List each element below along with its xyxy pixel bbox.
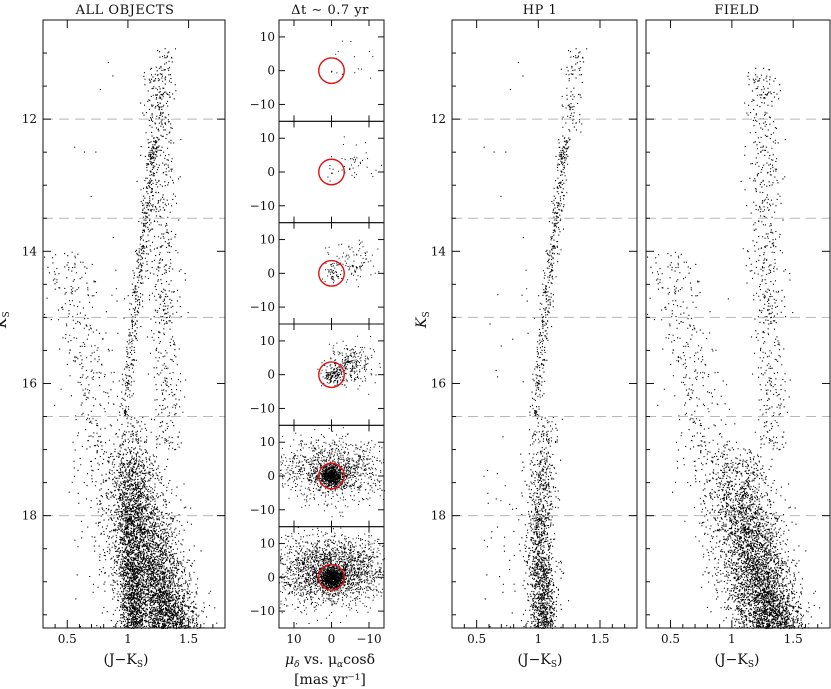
ytick-label-hp1-3: 18: [431, 509, 446, 523]
pm-ytick-label-5-2: 10: [260, 537, 275, 551]
pm-ytick-label-2-2: 10: [260, 233, 275, 247]
xlabel-all-objects: (J−KS): [104, 652, 149, 670]
pm-ytick-label-3-2: 10: [260, 334, 275, 348]
xtick-label-hp1-0: 0.5: [467, 632, 486, 646]
xlabel-open-hp1: (J−K: [518, 652, 552, 668]
pm-points-5: [279, 527, 385, 625]
ylabel-hp1: KS: [414, 311, 432, 329]
xtick-label-all-objects-1: 1: [124, 632, 132, 646]
pm-xtick-label-0: 10: [286, 632, 301, 646]
pm-ytick-label-1-0: −10: [250, 199, 275, 213]
pm-ytick-label-3-1: 0: [267, 368, 275, 382]
ytick-label-all-objects-0: 12: [22, 112, 37, 126]
ytick-label-all-objects-3: 18: [22, 509, 37, 523]
pm-selection-circle-5: [318, 563, 345, 591]
pm-xtick-label-1: 0: [328, 632, 336, 646]
xlabel-pm-mu1: μ: [285, 652, 294, 668]
xtick-label-field-1: 1: [728, 632, 736, 646]
pm-frame-2: [278, 222, 385, 325]
pm-selection-circle-0: [318, 57, 345, 85]
title-all-objects: ALL OBJECTS: [75, 3, 175, 18]
pm-selection-circle-4: [318, 462, 345, 490]
xlabel-close-field: ): [754, 652, 759, 668]
pm-selection-circle-1: [318, 158, 345, 186]
frame-all-objects: [42, 19, 226, 629]
xtick-label-hp1-1: 1: [535, 632, 543, 646]
xlabel-open: (J−K: [104, 652, 138, 668]
axes-layer: 0.5 1 1.5 12 14 16 18 0.5 1 1.5 12 14 16 18 0.5 1 1.5 −10…: [22, 19, 831, 646]
data-points-layer: [44, 40, 823, 630]
xlabel-hp1: (J−KS): [518, 652, 563, 670]
xlabel-sub-hp1: S: [551, 660, 557, 670]
pm-selection-circle-3: [318, 361, 345, 389]
ytick-label-hp1-2: 16: [431, 376, 446, 390]
xtick-label-all-objects-2: 1.5: [179, 632, 198, 646]
xlabel-close-hp1: ): [557, 652, 562, 668]
xtick-label-field-2: 1.5: [784, 632, 803, 646]
title-proper-motion: Δt ∼ 0.7 yr: [291, 3, 369, 18]
pm-frame-0: [278, 19, 385, 122]
ytick-label-all-objects-2: 16: [22, 376, 37, 390]
pm-frame-3: [278, 323, 385, 426]
pm-ytick-label-0-1: 0: [267, 64, 275, 78]
pm-ytick-label-0-0: −10: [250, 97, 275, 111]
pm-ytick-label-0-2: 10: [260, 30, 275, 44]
pm-ytick-label-4-0: −10: [250, 503, 275, 517]
pm-ytick-label-1-2: 10: [260, 131, 275, 145]
ytick-label-hp1-1: 14: [431, 244, 447, 258]
star-points-hp1: [483, 48, 588, 630]
frame-hp1: [451, 19, 638, 629]
ylabel-main-hp1: K: [414, 316, 430, 329]
xlabel-pm-unit: [mas yr⁻¹]: [294, 672, 366, 688]
frame-field: [645, 19, 831, 629]
pm-points-4: [280, 427, 385, 518]
xlabel-pm-mid: vs. μ: [300, 652, 338, 668]
xtick-label-all-objects-0: 0.5: [58, 632, 77, 646]
ylabel-sub: S: [2, 311, 12, 317]
xlabel-close: ): [143, 652, 148, 668]
title-hp1: HP 1: [523, 3, 558, 18]
xlabel-pm-end: cosδ: [343, 652, 375, 668]
pm-xtick-label-2: −10: [356, 632, 381, 646]
xlabel-pm: μδ vs. μαcosδ: [285, 652, 375, 670]
pm-selection-circle-2: [318, 259, 345, 287]
ylabel-main: K: [0, 316, 10, 329]
ytick-label-hp1-0: 12: [431, 112, 446, 126]
pm-ytick-label-2-0: −10: [250, 300, 275, 314]
ytick-label-all-objects-1: 14: [22, 244, 38, 258]
xlabel-open-field: (J−K: [715, 652, 749, 668]
xlabel-sub: S: [137, 660, 143, 670]
pm-ytick-label-2-1: 0: [267, 266, 275, 280]
xlabel-pm-sub1: δ: [294, 660, 299, 670]
pm-frame-1: [278, 120, 385, 224]
pm-ytick-label-4-2: 10: [260, 435, 275, 449]
pm-points-1: [327, 136, 382, 182]
xtick-label-hp1-2: 1.5: [590, 632, 609, 646]
xlabel-pm-sub2: α: [337, 660, 343, 670]
star-points-all-objects: [44, 48, 218, 630]
title-field: FIELD: [714, 3, 759, 18]
pm-ytick-label-1-1: 0: [267, 165, 275, 179]
pm-points-2: [321, 239, 380, 288]
star-points-field: [647, 67, 823, 630]
pm-ytick-label-5-0: −10: [250, 604, 275, 618]
xlabel-sub-field: S: [748, 660, 754, 670]
xlabel-field: (J−KS): [715, 652, 760, 670]
ylabel-all-objects: KS: [0, 311, 12, 329]
pm-ytick-label-5-1: 0: [267, 570, 275, 584]
pm-ytick-label-4-1: 0: [267, 469, 275, 483]
xtick-label-field-0: 0.5: [661, 632, 680, 646]
ylabel-sub-hp1: S: [422, 311, 432, 317]
pm-ytick-label-3-0: −10: [250, 401, 275, 415]
